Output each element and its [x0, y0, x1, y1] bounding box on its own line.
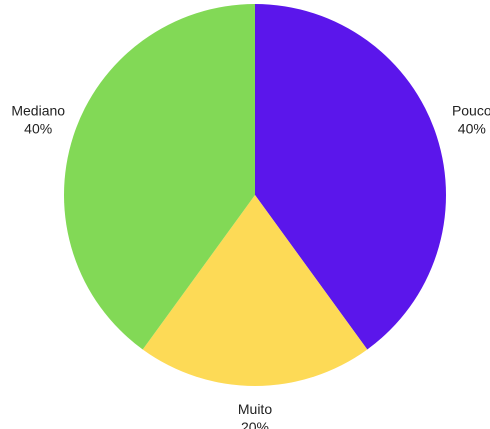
- pie-slice-mediano: [64, 4, 255, 350]
- pie-label-pouco: Pouco 40%: [452, 103, 490, 137]
- pie-slice-pouco: [255, 4, 446, 350]
- pie-label-mediano: Mediano 40%: [11, 103, 65, 137]
- pie-label-muito: Muito 20%: [238, 401, 272, 429]
- pie-label-name: Pouco: [452, 103, 490, 119]
- pie-slice-muito: [142, 195, 368, 386]
- pie-label-value: 40%: [458, 121, 486, 137]
- pie-label-value: 20%: [241, 419, 269, 429]
- pie-labels: Pouco 40% Muito 20% Mediano 40%: [11, 103, 490, 429]
- pie-label-name: Mediano: [11, 103, 65, 119]
- pie-label-value: 40%: [24, 121, 52, 137]
- pie-label-name: Muito: [238, 401, 272, 417]
- pie-slices: [64, 4, 446, 386]
